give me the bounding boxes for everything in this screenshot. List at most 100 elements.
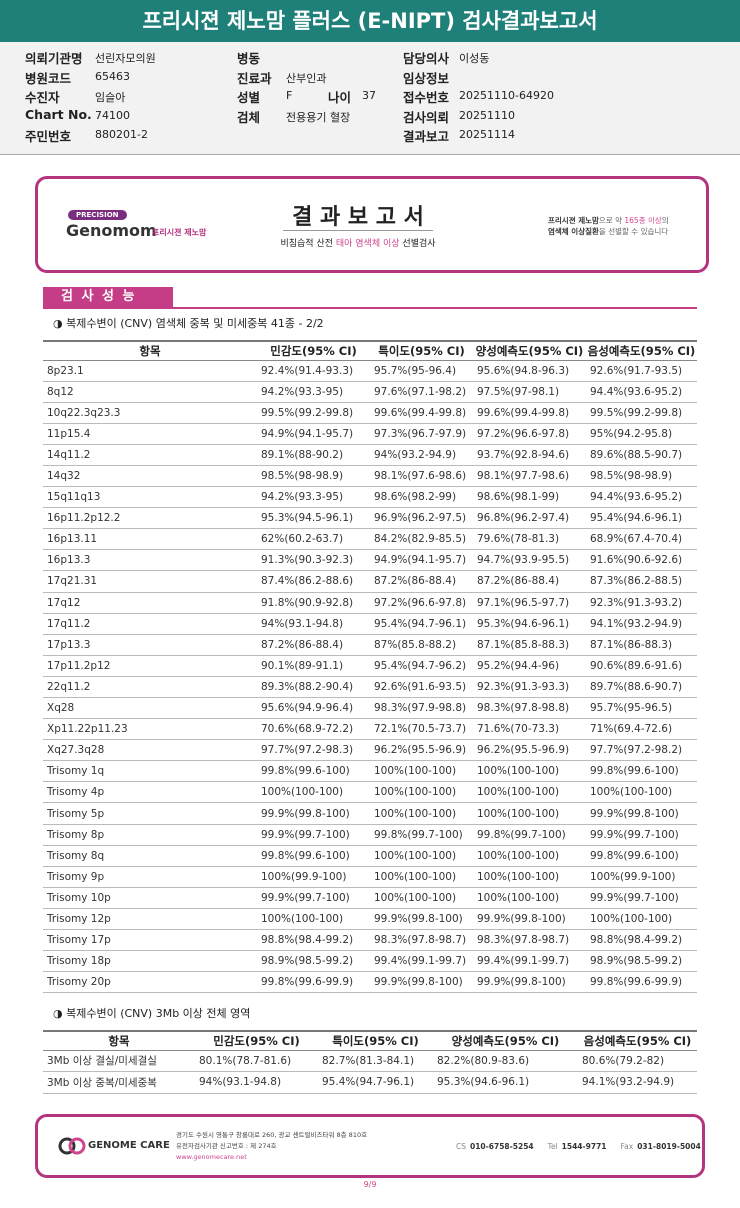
table-cell: 100%(100-100) <box>370 781 473 804</box>
table-cell: 100%(100-100) <box>473 887 586 909</box>
table-cell: 98.6%(98.2-99) <box>370 486 473 509</box>
table-cell: 87.4%(86.2-88.6) <box>257 570 370 593</box>
table-cell: 99.6%(99.4-99.8) <box>370 402 473 424</box>
table-cell: 97.1%(96.5-97.7) <box>473 592 586 614</box>
table-cell: 96.9%(96.2-97.5) <box>370 507 473 530</box>
text: 의 <box>661 216 669 225</box>
table-row: Xq27.3q28 97.7%(97.2-98.3) 96.2%(95.5-96.9… <box>43 739 697 762</box>
table-cell: 95.6%(94.9-96.4) <box>257 697 370 720</box>
logo-icon <box>58 1137 86 1155</box>
table-cell: 95.4%(94.7-96.2) <box>370 655 473 677</box>
info-value: 37 <box>362 89 376 102</box>
contact-label: Fax <box>620 1142 634 1151</box>
row-label: Xq27.3q28 <box>43 739 257 762</box>
table-cell: 93.7%(92.8-94.6) <box>473 444 586 466</box>
table-row: Trisomy 18p 98.9%(98.5-99.2) 99.4%(99.1-99… <box>43 950 697 973</box>
row-label: 3Mb 이상 결실/미세결실 <box>43 1050 195 1072</box>
row-label: Trisomy 10p <box>43 887 257 909</box>
table-cell: 98.3%(97.8-98.7) <box>370 929 473 952</box>
table-cell: 94.4%(93.6-95.2) <box>586 486 697 509</box>
table-cell: 99.9%(99.8-100) <box>473 908 586 931</box>
table-cell: 100%(100-100) <box>370 802 473 825</box>
table-row: 16p13.11 62%(60.2-63.7) 84.2%(82.9-85.5) 79… <box>43 528 697 551</box>
column-header: 음성예측도(95% CI) <box>586 340 697 361</box>
table-cell: 98.9%(98.5-99.2) <box>257 950 370 973</box>
table-cell: 95.3%(94.6-96.1) <box>473 613 586 635</box>
column-header: 특이도(95% CI) <box>370 340 473 361</box>
row-label: Trisomy 12p <box>43 908 257 931</box>
info-label: 수진자 <box>25 90 60 105</box>
info-value: 74100 <box>95 108 130 122</box>
table-cell: 95.4%(94.7-96.1) <box>370 613 473 635</box>
table-row: Trisomy 1q 99.8%(99.6-100) 100%(100-100) 10… <box>43 760 697 783</box>
table-cell: 82.2%(80.9-83.6) <box>433 1050 578 1072</box>
table-row: 17p11.2p12 90.1%(89-91.1) 95.4%(94.7-96.2)… <box>43 655 697 677</box>
row-label: Trisomy 8q <box>43 845 257 867</box>
table-cell: 95.6%(94.8-96.3) <box>473 360 586 382</box>
info-value: 20251114 <box>459 128 515 141</box>
table-cell: 94%(93.2-94.9) <box>370 444 473 466</box>
table-cell: 68.9%(67.4-70.4) <box>586 528 697 551</box>
table-cell: 91.3%(90.3-92.3) <box>257 549 370 572</box>
info-value: 선린자모의원 <box>95 52 156 65</box>
table-cell: 100%(100-100) <box>370 845 473 867</box>
footer-brand: GENOME CARE <box>88 1140 170 1151</box>
column-header: 항목 <box>43 340 257 361</box>
table-cell: 92.3%(91.3-93.2) <box>586 592 697 614</box>
column-header: 양성예측도(95% CI) <box>473 340 586 361</box>
contact-label: CS <box>456 1142 466 1151</box>
table-cell: 96.2%(95.5-96.9) <box>370 739 473 762</box>
page-number: 9/9 <box>363 1180 377 1189</box>
row-label: 16p11.2p12.2 <box>43 507 257 530</box>
table-cell: 92.4%(91.4-93.3) <box>257 360 370 382</box>
table-cell: 97.5%(97-98.1) <box>473 381 586 403</box>
table-row: 15q11q13 94.2%(93.3-95) 98.6%(98.2-99) 98.6… <box>43 486 697 509</box>
info-value: 880201-2 <box>95 128 148 141</box>
table-cell: 95.7%(95-96.5) <box>586 697 697 720</box>
info-label: 진료과 <box>237 70 272 86</box>
table-row: 14q11.2 89.1%(88-90.2) 94%(93.2-94.9) 93.7%… <box>43 444 697 466</box>
row-label: Trisomy 5p <box>43 802 257 825</box>
table-cell: 87.1%(86-88.3) <box>586 634 697 656</box>
row-label: Trisomy 8p <box>43 824 257 846</box>
row-label: 8q12 <box>43 381 257 403</box>
table-cell: 89.3%(88.2-90.4) <box>257 676 370 699</box>
table-cell: 99.5%(99.2-99.8) <box>586 402 697 424</box>
row-label: Trisomy 18p <box>43 950 257 973</box>
table-cell: 91.8%(90.9-92.8) <box>257 592 370 614</box>
text: 으로 약 <box>598 216 625 225</box>
table-cell: 99.9%(99.8-100) <box>370 908 473 931</box>
table-cell: 72.1%(70.5-73.7) <box>370 718 473 741</box>
table-cell: 87.2%(86-88.4) <box>370 570 473 593</box>
table-cell: 94.7%(93.9-95.5) <box>473 549 586 572</box>
table-cell: 98.6%(98.1-99) <box>473 486 586 509</box>
table-cell: 95.3%(94.6-96.1) <box>433 1071 578 1094</box>
table-cell: 100%(100-100) <box>257 781 370 804</box>
column-header: 음성예측도(95% CI) <box>578 1030 697 1051</box>
table-cell: 100%(100-100) <box>370 887 473 909</box>
table-cell: 92.3%(91.3-93.3) <box>473 676 586 699</box>
table-cell: 99.5%(99.2-99.8) <box>257 402 370 424</box>
table-row: Trisomy 9p 100%(99.9-100) 100%(100-100) 100… <box>43 866 697 888</box>
table-cell: 94.1%(93.2-94.9) <box>578 1071 697 1094</box>
row-label: Xp11.22p11.23 <box>43 718 257 741</box>
table-cell: 99.8%(99.6-100) <box>257 845 370 867</box>
info-value: F <box>286 89 293 102</box>
table-row: 14q32 98.5%(98-98.9) 98.1%(97.6-98.6) 98.1%… <box>43 465 697 488</box>
column-header: 민감도(95% CI) <box>257 340 370 361</box>
table-cell: 99.8%(99.6-100) <box>586 845 697 867</box>
table-cell: 100%(100-100) <box>473 802 586 825</box>
row-label: 17q12 <box>43 592 257 614</box>
address-line: www.genomecare.net <box>176 1153 247 1161</box>
table-cell: 99.9%(99.7-100) <box>257 887 370 909</box>
table-cell: 100%(100-100) <box>370 866 473 888</box>
row-label: 16p13.3 <box>43 549 257 572</box>
table-cell: 98.5%(98-98.9) <box>586 465 697 488</box>
table-cell: 95%(94.2-95.8) <box>586 423 697 445</box>
table-cell: 98.8%(98.4-99.2) <box>257 929 370 952</box>
table-cell: 84.2%(82.9-85.5) <box>370 528 473 551</box>
row-label: 16p13.11 <box>43 528 257 551</box>
table-cell: 95.4%(94.6-96.1) <box>586 507 697 530</box>
table-row: 8p23.1 92.4%(91.4-93.3) 95.7%(95-96.4) 95.6… <box>43 360 697 382</box>
table-cell: 87.3%(86.2-88.5) <box>586 570 697 593</box>
